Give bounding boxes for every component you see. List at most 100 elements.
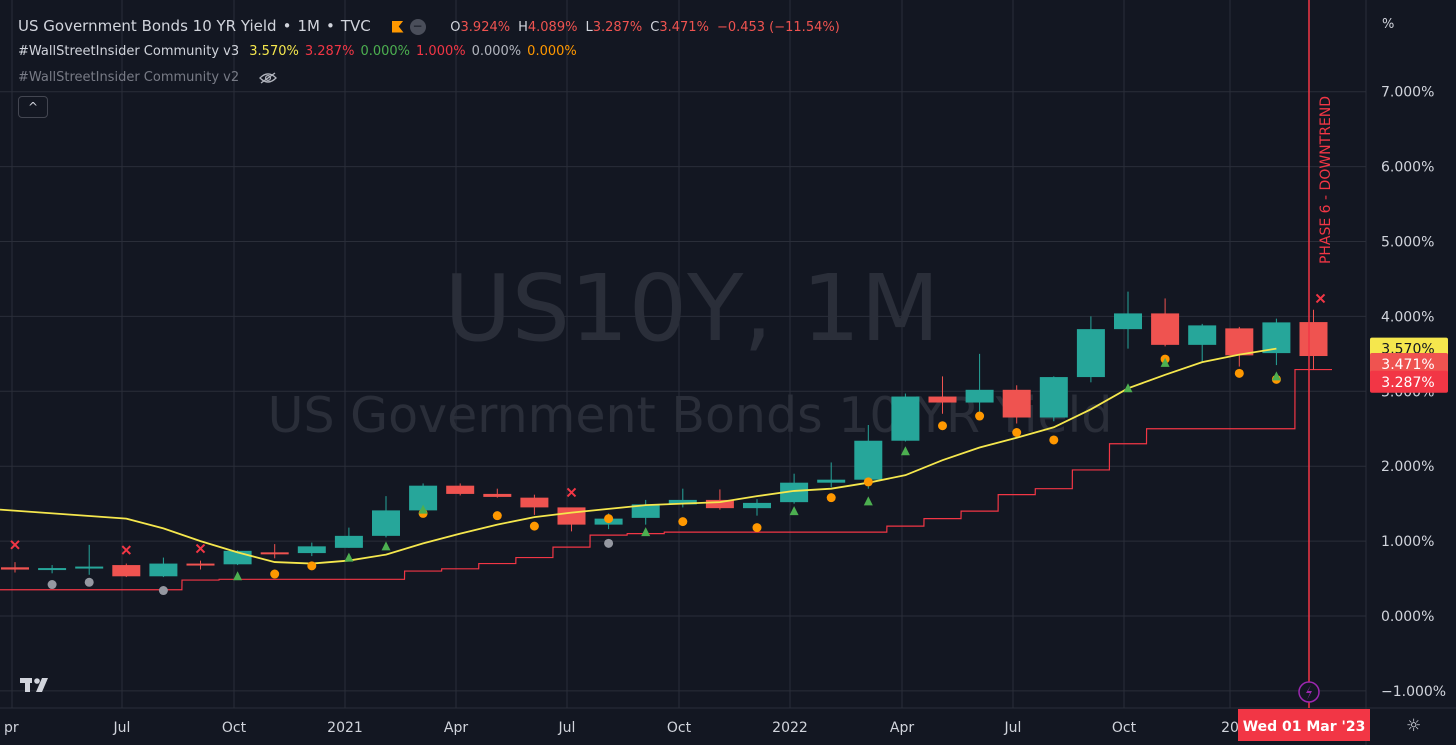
phase-annotation-text: PHASE 6 - DOWNTREND: [1318, 96, 1334, 264]
grey-dot-marker: [84, 577, 94, 587]
orange-dot-marker: [307, 561, 317, 571]
red-x-marker: [566, 487, 577, 498]
red-x-marker: [195, 543, 206, 554]
indicator-v3-value: 3.287%: [304, 44, 355, 59]
candle-body: [1225, 328, 1254, 356]
candle-body: [1076, 329, 1105, 378]
green-triangle-marker: [789, 506, 799, 516]
candle-body: [668, 499, 697, 505]
indicator-v3-name[interactable]: #WallStreetInsider Community v3: [18, 44, 240, 59]
eye-hidden-icon[interactable]: [259, 71, 278, 84]
gear-icon[interactable]: ☼: [1406, 716, 1422, 736]
candle-body: [260, 552, 289, 555]
price-tag-label: 3.471%: [1381, 357, 1434, 373]
indicator-v3-value: 3.570%: [249, 44, 299, 59]
grey-dot-marker: [604, 538, 614, 548]
indicator-v2-name[interactable]: #WallStreetInsider Community v2: [18, 70, 240, 85]
green-triangle-marker: [900, 446, 910, 456]
time-axis-label: Oct: [667, 720, 692, 736]
ohlc-low: 3.287%: [592, 20, 643, 35]
candle-body: [186, 563, 215, 566]
time-axis-label: Oct: [1112, 720, 1137, 736]
orange-dot-marker: [1012, 427, 1022, 437]
time-axis-label: Jul: [558, 720, 576, 736]
price-axis-label: 1.000%: [1381, 534, 1434, 550]
green-triangle-marker: [1160, 357, 1170, 367]
time-axis-label: 20: [1221, 720, 1239, 736]
green-triangle-marker: [1123, 383, 1133, 393]
indicator-v3-values: 3.570% 3.287% 0.000% 1.000% 0.000% 0.000%: [249, 44, 582, 59]
candle-body: [1039, 377, 1068, 418]
candle-body: [817, 479, 846, 483]
ohlc-close: 3.471%: [659, 20, 709, 35]
candle-body: [483, 493, 512, 497]
orange-dot-marker: [863, 477, 873, 487]
indicator-v3-legend[interactable]: #WallStreetInsider Community v3 3.570% 3.…: [18, 44, 589, 59]
orange-dot-marker: [492, 511, 502, 521]
red-x-marker: [121, 545, 132, 555]
time-axis-label: Apr: [890, 720, 914, 736]
time-axis-label: Jul: [1004, 720, 1022, 736]
symbol-legend: US Government Bonds 10 YR Yield • 1M • TVC −…: [18, 17, 840, 35]
price-axis-label: 5.000%: [1381, 235, 1434, 251]
candle-body: [38, 568, 67, 571]
flag-icon[interactable]: [391, 20, 404, 33]
orange-dot-marker: [938, 421, 947, 431]
candle-body: [891, 396, 920, 441]
price-axis-label: 6.000%: [1381, 160, 1434, 176]
candle-body: [334, 535, 363, 548]
price-axis-label: 2.000%: [1381, 459, 1434, 475]
lightning-bolt: [1306, 685, 1312, 700]
green-triangle-marker: [344, 552, 354, 562]
time-axis-label: Apr: [444, 720, 468, 736]
candle-body: [1, 567, 29, 570]
candle-body: [1299, 322, 1328, 357]
grey-dot-marker: [158, 586, 168, 596]
orange-dot-marker: [752, 523, 762, 533]
green-triangle-marker: [381, 541, 391, 551]
indicator-v3-value: 0.000%: [471, 44, 522, 59]
indicator-v3-value: 0.000%: [527, 44, 577, 59]
candle-body: [1114, 313, 1142, 330]
candle-body: [1151, 313, 1180, 345]
candle-body: [75, 566, 104, 569]
price-axis-label: 7.000%: [1381, 85, 1434, 101]
watermark-symbol: US10Y, 1M: [444, 255, 939, 362]
price-tag-bg: [1370, 353, 1448, 376]
tradingview-logo-icon[interactable]: [20, 676, 54, 694]
orange-dot-marker: [1234, 368, 1244, 378]
candle-body: [149, 563, 178, 577]
red-x-marker: [10, 540, 20, 550]
ohlc-high: 4.089%: [527, 20, 578, 35]
ohlc-change: −0.453 (−11.54%): [716, 20, 840, 35]
candle-body: [705, 499, 734, 509]
candle-body: [297, 546, 326, 554]
orange-dot-marker: [678, 517, 688, 527]
candle-body: [1002, 389, 1031, 418]
indicator-v3-value: 1.000%: [416, 44, 466, 59]
candle-body: [112, 565, 141, 577]
interval[interactable]: 1M: [297, 17, 320, 35]
more-icon[interactable]: −: [409, 18, 426, 35]
candle-body: [928, 396, 957, 403]
orange-dot-marker: [604, 514, 614, 524]
exchange: TVC: [340, 17, 371, 35]
candle-body: [1188, 325, 1217, 345]
candle-body: [854, 440, 883, 480]
collapse-legend-button[interactable]: ^: [18, 96, 48, 118]
grey-dot-marker: [47, 580, 57, 590]
time-axis-label: Oct: [222, 720, 247, 736]
indicator-v2-legend[interactable]: #WallStreetInsider Community v2: [18, 70, 278, 85]
price-axis-label: 4.000%: [1381, 309, 1434, 325]
crosshair-date-bg: [1238, 709, 1370, 741]
candle-body: [965, 389, 994, 403]
red-x-marker: [1315, 293, 1326, 304]
orange-dot-marker: [1049, 435, 1059, 445]
price-axis-unit: %: [1382, 17, 1394, 32]
symbol-title[interactable]: US Government Bonds 10 YR Yield: [18, 17, 277, 35]
candle-body: [743, 502, 771, 509]
green-triangle-marker: [1271, 371, 1281, 381]
price-axis-label: 0.000%: [1381, 609, 1434, 625]
